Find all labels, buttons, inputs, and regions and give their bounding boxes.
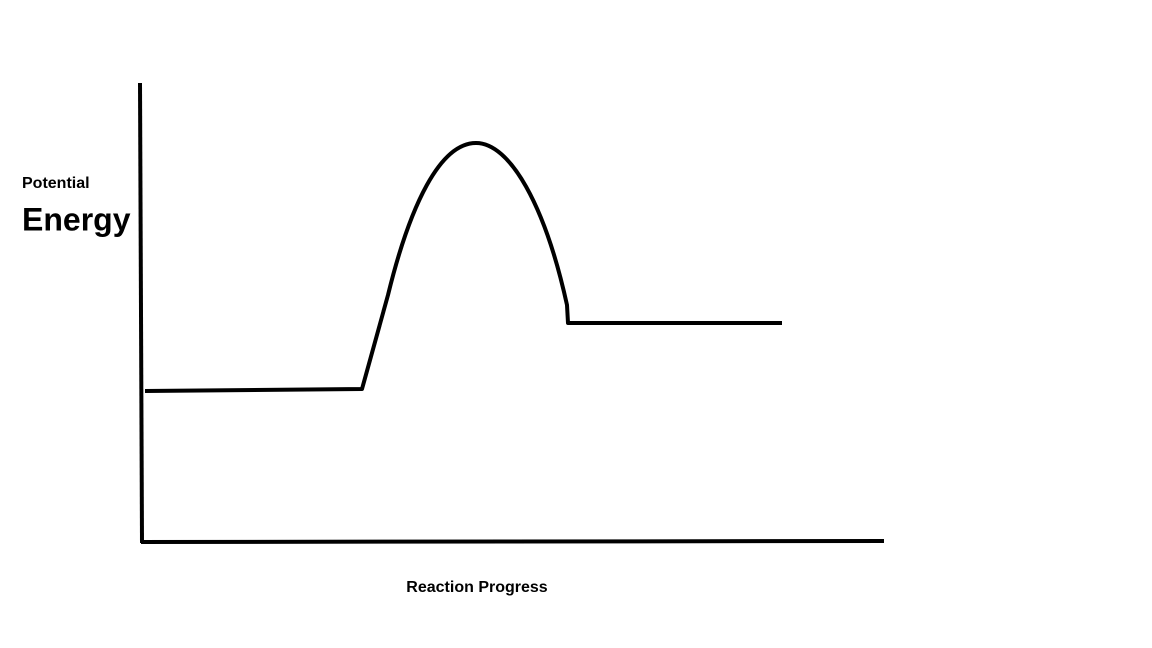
x-axis [140, 539, 885, 544]
energy-curve [144, 141, 782, 393]
y-axis-label-line1: Potential [22, 175, 90, 192]
y-axis [138, 82, 144, 544]
y-axis-label-line2: Energy [22, 201, 131, 237]
x-axis-label: Reaction Progress [406, 579, 547, 596]
